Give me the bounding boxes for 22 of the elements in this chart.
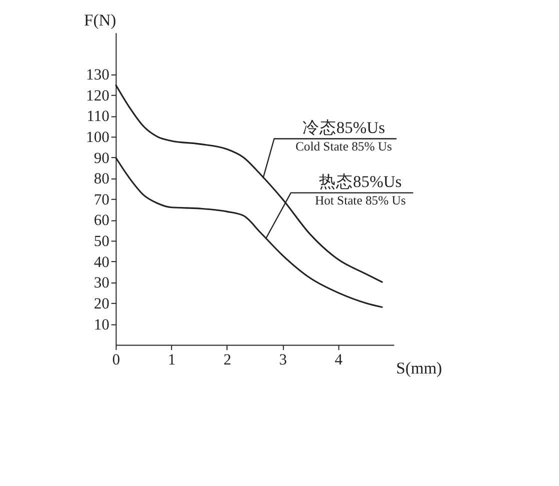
y-tick-label: 80	[94, 170, 110, 188]
y-axis-title: F(N)	[84, 10, 116, 30]
annotation: 热态85%Us Hot State 85% Us	[314, 172, 406, 208]
y-tick-label: 30	[94, 274, 110, 292]
y-tick-label: 130	[86, 66, 110, 84]
y-tick-label: 20	[94, 295, 110, 312]
y-tick-label: 60	[94, 212, 110, 230]
x-tick-label: 1	[168, 352, 176, 369]
y-tick-label: 40	[94, 254, 110, 271]
y-tick-label: 110	[86, 108, 110, 126]
x-tick-label: 4	[334, 352, 343, 369]
y-tick-label: 100	[86, 129, 110, 146]
x-tick-label: 2	[224, 352, 232, 369]
y-tick-label: 70	[94, 191, 110, 208]
annotation: 冷态85%Us Cold State 85% Us	[295, 118, 392, 154]
y-tick-label: 90	[94, 150, 110, 167]
y-tick-label: 10	[94, 316, 110, 334]
x-tick-label: 3	[279, 352, 288, 369]
y-tick-label: 50	[94, 233, 110, 250]
y-tick-label: 120	[86, 87, 110, 104]
x-axis-title: S(mm)	[396, 358, 442, 378]
x-tick-label: 0	[112, 352, 120, 369]
